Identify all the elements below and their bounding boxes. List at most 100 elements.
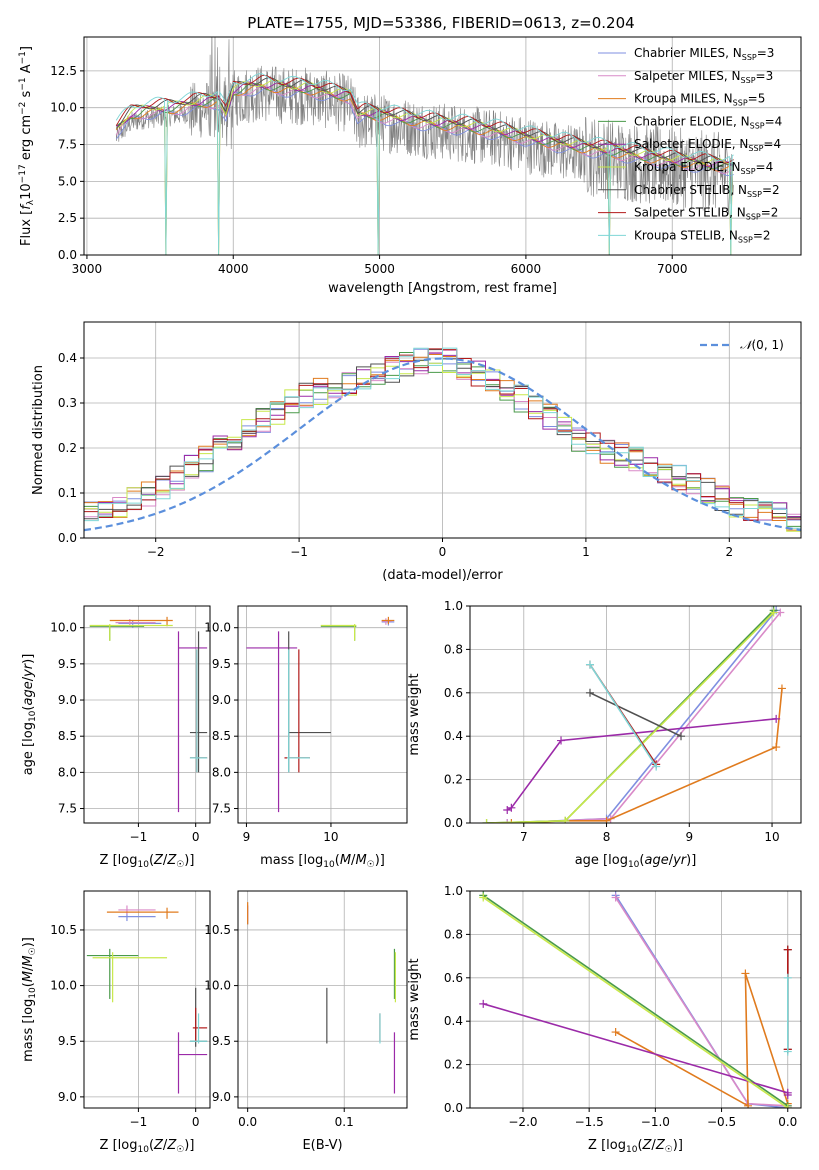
y-tick-label: 1.0: [444, 884, 463, 898]
x-tick-label: 10: [323, 830, 338, 844]
y-tick-label: 10.5: [50, 923, 77, 937]
marker-chabrier-stelib: [677, 732, 686, 741]
histogram-kroupa-stelib: [84, 347, 801, 529]
x-axis-label: age [log10(age/yr)]: [575, 853, 697, 870]
x-axis-label: Z [log10(Z/Z☉)]: [100, 853, 195, 870]
y-axis-label: Normed distribution: [31, 365, 46, 495]
legend-label-chabrier-miles: Chabrier MILES, NSSP=3: [634, 46, 774, 62]
y-tick-label: 9.5: [212, 1034, 231, 1048]
marker-kroupa-elodie: [561, 816, 570, 823]
series-line-kroupa-miles: [511, 688, 783, 823]
x-tick-label: −1: [130, 830, 148, 844]
x-tick-label: −1.5: [575, 1115, 604, 1129]
panel-z-vs-age: −1 0 7.5 8.0 8.5 9.0 9.5 10.0 Z [log10(Z/Z☉)] age…: [21, 605, 211, 870]
x-tick-label: 5000: [364, 262, 395, 276]
marker-kroupa-miles: [744, 1101, 753, 1108]
legend-label-chabrier-stelib: Chabrier STELIB, NSSP=2: [634, 183, 780, 199]
y-tick-label: 0.2: [444, 773, 463, 787]
x-tick-label: 0: [192, 830, 200, 844]
panel-z-vs-mass: −1 0 9.0 9.5 10.0 10.5 Z [log10(Z/Z☉)] mass [lo…: [21, 890, 211, 1155]
y-axis-label: mass weight: [407, 673, 422, 755]
x-tick-label: −1.0: [641, 1115, 670, 1129]
x-tick-label: 8: [603, 830, 611, 844]
plot-area: [247, 902, 397, 1094]
x-axis-label: Z [log10(Z/Z☉)]: [588, 1138, 683, 1155]
model-line-salpeter-elodie: [116, 81, 734, 168]
x-tick-label: −2: [147, 545, 165, 559]
model-line-kroupa-stelib: [115, 73, 734, 255]
legend-label-salpeter-miles: Salpeter MILES, NSSP=3: [634, 69, 773, 85]
y-tick-label: 0.4: [58, 351, 77, 365]
x-tick-label: 7000: [657, 262, 688, 276]
histogram-kroupa-miles: [84, 354, 801, 531]
marker-salpeter-elodie: [479, 999, 488, 1008]
panel-age-vs-mass-weight: 7 8 9 10 0.0 0.2 0.4 0.6 0.8 1.0 age [log10(age/yr…: [407, 599, 802, 870]
marker-salpeter-elodie: [557, 736, 566, 745]
x-tick-label: 7: [520, 830, 528, 844]
x-tick-label: 0.0: [238, 1115, 257, 1129]
y-tick-label: 0.4: [444, 729, 463, 743]
x-tick-label: 3000: [72, 262, 103, 276]
y-tick-label: 0.0: [444, 816, 463, 830]
y-tick-label: 8.0: [58, 765, 77, 779]
plot-area: [84, 347, 801, 532]
panel-residuals: −2 −1 0 1 2 0.0 0.1 0.2 0.3 0.4 𝒩(0, 1) (data-model…: [31, 321, 802, 583]
y-tick-label: 0.8: [444, 927, 463, 941]
plot-area: [86, 905, 208, 1094]
y-tick-label: 10.0: [50, 101, 77, 115]
y-tick-label: 8.0: [212, 765, 231, 779]
y-tick-label: 0.4: [444, 1014, 463, 1028]
y-axis-label: age [log10(age/yr)]: [21, 654, 38, 776]
y-tick-label: 10.5: [204, 923, 231, 937]
axes-frame: [469, 890, 802, 1109]
x-axis-label: Z [log10(Z/Z☉)]: [100, 1138, 195, 1155]
marker-kroupa-miles: [777, 684, 786, 693]
marker-salpeter-elodie: [503, 805, 512, 814]
normal-distribution-curve: [84, 357, 801, 532]
plot-area: [115, 37, 734, 255]
panel-z-vs-mass-weight: −2.0 −1.5 −1.0 −0.5 0.0 0.0 0.2 0.4 0.6 0.8 1.0 Z […: [407, 884, 802, 1155]
y-tick-label: 0.0: [58, 248, 77, 262]
x-axis-label: mass [log10(M/M☉)]: [260, 853, 385, 870]
y-tick-label: 9.0: [212, 693, 231, 707]
marker-salpeter-elodie: [507, 803, 516, 812]
panel-spectrum: 3000 4000 5000 6000 7000 0.0 2.5 5.0 7.5 10.0 12.5…: [18, 36, 802, 296]
marker-kroupa-miles: [602, 816, 611, 823]
marker-salpeter-stelib: [783, 945, 792, 954]
x-tick-label: −2.0: [508, 1115, 537, 1129]
marker-kroupa-miles: [611, 1028, 620, 1037]
plot-area: [246, 616, 395, 813]
marker-salpeter-miles: [611, 893, 620, 902]
y-tick-label: 9.0: [58, 1090, 77, 1104]
legend-label-kroupa-stelib: Kroupa STELIB, NSSP=2: [634, 228, 771, 244]
y-tick-label: 0.1: [58, 486, 77, 500]
marker-kroupa-elodie: [479, 893, 488, 902]
x-tick-label: 4000: [218, 262, 249, 276]
series-line-kroupa-stelib: [589, 664, 657, 768]
marker-salpeter-miles: [503, 819, 512, 823]
y-axis-label: mass [log10(M/M☉)]: [21, 937, 38, 1062]
marker-kroupa-elodie: [482, 819, 491, 823]
marker-salpeter-elodie: [783, 1090, 792, 1099]
marker-kroupa-stelib: [783, 973, 792, 982]
y-tick-label: 9.5: [212, 657, 231, 671]
x-tick-label: −1: [130, 1115, 148, 1129]
series-line-chabrier-elodie: [486, 609, 775, 823]
marker-kroupa-miles: [772, 743, 781, 752]
marker-kroupa-miles: [507, 819, 516, 823]
y-tick-label: 7.5: [58, 802, 77, 816]
legend-label-salpeter-elodie: Salpeter ELODIE, NSSP=4: [634, 137, 781, 153]
legend-label-kroupa-elodie: Kroupa ELODIE, NSSP=4: [634, 160, 773, 176]
legend-label-salpeter-stelib: Salpeter STELIB, NSSP=2: [634, 206, 778, 222]
figure-title: PLATE=1755, MJD=53386, FIBERID=0613, z=0…: [247, 14, 634, 32]
y-tick-label: 0.6: [444, 686, 463, 700]
y-tick-label: 9.5: [58, 1034, 77, 1048]
y-tick-label: 12.5: [50, 64, 77, 78]
y-tick-label: 0.6: [444, 971, 463, 985]
panel-mass-vs-age: 9 10 7.5 8.0 8.5 9.0 9.5 10.0 mass [log10(M/M☉)]: [204, 605, 408, 870]
x-axis-label: wavelength [Angstrom, rest frame]: [328, 281, 557, 296]
x-tick-label: −0.5: [707, 1115, 736, 1129]
series-line-kroupa-elodie: [482, 896, 789, 1108]
y-tick-label: 10.0: [50, 979, 77, 993]
